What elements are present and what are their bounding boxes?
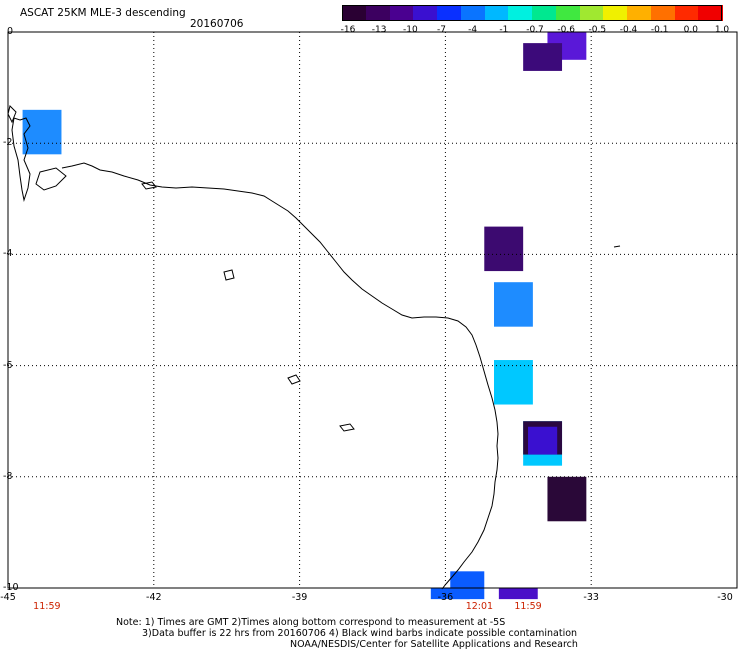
note-line-3: NOAA/NESDIS/Center for Satellite Applica… bbox=[290, 639, 578, 650]
colorbar-frame bbox=[342, 5, 722, 21]
colorbar-label: -0.4 bbox=[619, 25, 638, 35]
island-outline bbox=[339, 423, 355, 432]
time-label: 11:59 bbox=[33, 601, 61, 612]
colorbar-swatch bbox=[627, 5, 652, 21]
longitude-label: -33 bbox=[583, 592, 599, 603]
island-outline bbox=[287, 374, 301, 385]
wind-cell bbox=[547, 476, 587, 522]
longitude-label: -42 bbox=[146, 592, 162, 603]
wind-cell bbox=[494, 282, 533, 327]
map-title: ASCAT 25KM MLE-3 descending bbox=[20, 7, 186, 19]
colorbar-label: -1 bbox=[499, 25, 509, 35]
island-outline bbox=[11, 117, 31, 202]
longitude-label: -45 bbox=[0, 592, 16, 603]
latitude-label: -6 bbox=[3, 359, 13, 371]
coastline bbox=[61, 162, 499, 590]
colorbar-swatch bbox=[508, 5, 533, 21]
latitude-label: -10 bbox=[3, 582, 19, 593]
island-outline bbox=[35, 167, 67, 191]
wind-cell bbox=[523, 43, 563, 71]
time-label: 11:59 bbox=[514, 601, 542, 612]
colorbar-swatch bbox=[413, 5, 438, 21]
colorbar-swatch bbox=[698, 5, 723, 21]
latitude-label: -4 bbox=[3, 248, 13, 260]
longitude-label: -39 bbox=[291, 592, 308, 603]
wind-cell bbox=[22, 109, 62, 155]
island-outline bbox=[141, 181, 157, 190]
colorbar-swatch bbox=[579, 5, 604, 21]
colorbar-label: -0.6 bbox=[557, 25, 575, 35]
colorbar-label: -10 bbox=[402, 25, 418, 35]
colorbar-label: -16 bbox=[340, 25, 356, 35]
colorbar-label: -0.5 bbox=[588, 25, 607, 35]
longitude-label: -30 bbox=[717, 592, 733, 603]
colorbar-label: -0.7 bbox=[526, 25, 544, 35]
island-outline bbox=[613, 245, 621, 248]
colorbar-swatch bbox=[555, 5, 580, 21]
colorbar-label: 1.0 bbox=[714, 25, 730, 35]
latitude-label: 0 bbox=[7, 26, 14, 37]
colorbar-label: -7 bbox=[437, 25, 446, 35]
colorbar-label: -0.1 bbox=[650, 25, 669, 35]
island-outline bbox=[7, 105, 17, 124]
wind-cell bbox=[484, 226, 524, 272]
colorbar-swatch bbox=[460, 5, 485, 21]
colorbar-swatch bbox=[484, 5, 509, 21]
plot-frame bbox=[7, 31, 738, 589]
colorbar-swatch bbox=[674, 5, 699, 21]
note-line-2: 3)Data buffer is 22 hrs from 20160706 4)… bbox=[142, 628, 578, 639]
wind-cell bbox=[498, 588, 538, 600]
note-line-1: Note: 1) Times are GMT 2)Times along bot… bbox=[116, 617, 506, 628]
wind-cell bbox=[430, 588, 470, 600]
colorbar-swatch bbox=[389, 5, 414, 21]
colorbar-swatch bbox=[532, 5, 557, 21]
colorbar-label: 0.0 bbox=[683, 25, 698, 35]
time-label: 12:01 bbox=[465, 601, 494, 612]
colorbar-swatch bbox=[650, 5, 675, 21]
colorbar-label: -13 bbox=[371, 25, 387, 35]
colorbar-swatch bbox=[437, 5, 462, 21]
wind-cell bbox=[528, 426, 558, 455]
colorbar-label: -4 bbox=[468, 25, 478, 35]
colorbar-swatch bbox=[342, 5, 367, 21]
colorbar-swatch bbox=[365, 5, 390, 21]
wind-cell bbox=[494, 360, 533, 405]
latitude-label: -8 bbox=[3, 470, 13, 482]
map-date: 20160706 bbox=[190, 18, 244, 30]
longitude-label: -36 bbox=[437, 592, 454, 603]
island-outline bbox=[223, 269, 235, 281]
latitude-label: -2 bbox=[3, 137, 13, 149]
colorbar-swatch bbox=[603, 5, 628, 21]
